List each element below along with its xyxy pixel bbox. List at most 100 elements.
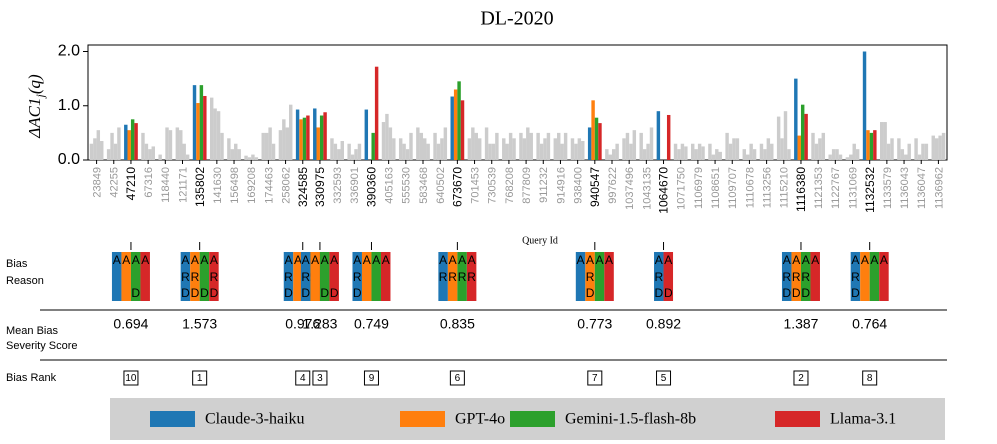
- reason-letter: A: [596, 253, 604, 267]
- severity-score: 0.835: [440, 316, 475, 332]
- rank-box: [449, 370, 465, 386]
- legend-swatch: [510, 411, 555, 427]
- reason-letter: R: [467, 270, 476, 284]
- bar: [337, 149, 341, 160]
- reason-column: [810, 252, 820, 301]
- reason-letter: A: [664, 253, 672, 267]
- bar: [182, 143, 186, 160]
- reason-letter: D: [181, 286, 190, 300]
- reason-column: [361, 252, 372, 301]
- bar: [124, 124, 128, 160]
- bar: [254, 157, 259, 160]
- bar: [835, 149, 839, 160]
- x-tick-label: 1131069: [847, 167, 859, 209]
- bar: [742, 149, 746, 160]
- bar: [512, 138, 516, 160]
- x-tick-label: 940547: [588, 167, 602, 207]
- reason-column: [329, 252, 339, 301]
- rank: 10: [125, 373, 137, 384]
- bar: [333, 143, 338, 160]
- reason-letter: R: [181, 270, 190, 284]
- reason-letter: D: [301, 286, 310, 300]
- bar: [230, 149, 235, 160]
- bar: [941, 132, 946, 160]
- reason-column: [180, 252, 191, 301]
- reason-letter: R: [586, 270, 595, 284]
- bar: [794, 78, 798, 160]
- reason-column: [300, 252, 311, 301]
- legend-swatch: [400, 411, 445, 427]
- reason-column: [869, 252, 880, 301]
- row-label: Mean Bias: [6, 325, 58, 337]
- bar: [89, 143, 94, 160]
- bar: [323, 112, 327, 160]
- bar: [677, 149, 681, 160]
- x-tick-label: 23849: [91, 167, 103, 198]
- y-tick-label: 2.0: [58, 43, 80, 60]
- bar: [831, 149, 836, 160]
- reason-letter: D: [284, 286, 293, 300]
- severity-score: 0.773: [577, 316, 612, 332]
- reason-column: [209, 252, 219, 301]
- reason-letter: A: [132, 253, 140, 267]
- bar: [897, 138, 901, 160]
- reason-column: [121, 252, 131, 301]
- x-tick-label: 332593: [332, 167, 344, 204]
- reason-column: [293, 252, 303, 301]
- bar: [608, 154, 612, 160]
- bar: [759, 143, 764, 160]
- bar: [433, 132, 437, 160]
- bar: [632, 130, 637, 160]
- rank: 9: [369, 373, 375, 384]
- x-tick-label: 174463: [263, 167, 275, 204]
- bar: [244, 155, 248, 160]
- x-tick-label: 701453: [469, 167, 481, 204]
- x-tick-label: 938400: [573, 167, 585, 204]
- bar: [718, 151, 722, 160]
- bar: [855, 149, 860, 160]
- bar: [282, 119, 286, 160]
- bar: [502, 138, 506, 160]
- reason-letter: A: [458, 253, 466, 267]
- bar: [148, 149, 152, 160]
- x-tick-label: 121171: [177, 167, 189, 203]
- x-tick-label: 118440: [160, 167, 172, 203]
- reason-letter: R: [792, 270, 801, 284]
- bar: [467, 138, 472, 160]
- bar: [574, 143, 578, 160]
- reason-letter: A: [113, 253, 121, 267]
- bar: [488, 143, 492, 160]
- bar: [100, 141, 104, 160]
- bar: [611, 149, 616, 160]
- bar: [917, 154, 922, 160]
- bar: [426, 143, 430, 160]
- row-label: Reason: [6, 275, 44, 287]
- bar: [666, 114, 671, 160]
- x-tick-label: 1043135: [641, 167, 653, 210]
- x-tick-label: 324585: [296, 167, 310, 207]
- bar: [477, 138, 482, 160]
- y-tick-label: 0.0: [58, 151, 80, 168]
- bar: [423, 138, 427, 160]
- bar: [904, 154, 908, 160]
- rank: 6: [455, 373, 461, 384]
- bar: [319, 115, 324, 160]
- bar: [141, 132, 145, 160]
- bar: [828, 154, 832, 160]
- bar: [278, 130, 283, 160]
- bar: [436, 143, 441, 160]
- x-tick-label: 877809: [521, 167, 533, 204]
- bar: [175, 127, 180, 160]
- reason-column: [371, 252, 381, 301]
- x-tick-label: 730539: [487, 167, 499, 204]
- x-tick-label: 911232: [538, 167, 550, 203]
- reason-column: [457, 252, 467, 301]
- reason-letter: A: [851, 253, 859, 267]
- x-tick-label: 156498: [229, 167, 241, 204]
- bar: [629, 143, 633, 160]
- reason-letter: A: [330, 253, 338, 267]
- reason-letter: A: [870, 253, 878, 267]
- reason-letter: A: [200, 253, 208, 267]
- bar: [313, 108, 317, 160]
- bar: [849, 154, 853, 160]
